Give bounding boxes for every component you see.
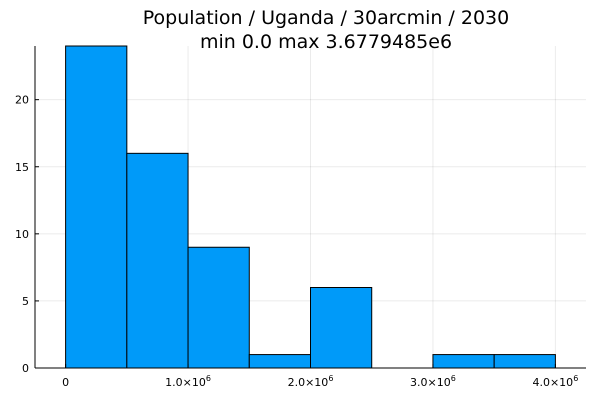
histogram-bar-0 <box>65 45 128 369</box>
x-tick-label-1: 1.0×106 <box>165 374 211 389</box>
x-tick-label-2: 2.0×106 <box>288 374 334 389</box>
y-tick-label-2: 10 <box>15 228 29 241</box>
histogram-bar-6 <box>432 354 495 369</box>
histogram-bar-1 <box>126 152 189 369</box>
x-tick-exponent-2: 6 <box>328 374 333 383</box>
y-tick-label-3: 15 <box>15 161 29 174</box>
histogram-bar-2 <box>187 246 250 369</box>
tick-labels: 0 1.0×106 2.0×106 3.0×106 4.0×106 0 5 10 15 20 <box>15 94 578 389</box>
x-tick-exponent-3: 6 <box>451 374 456 383</box>
x-tick-label-4: 4.0×106 <box>532 374 578 389</box>
histogram-bar-4 <box>310 287 373 369</box>
x-tick-label-0: 0 <box>62 376 69 389</box>
axes <box>34 46 586 369</box>
y-tick-label-4: 20 <box>15 94 29 107</box>
histogram-bar-7 <box>493 354 556 369</box>
chart-subtitle: min 0.0 max 3.6779485e6 <box>200 31 452 53</box>
x-tick-exponent-1: 6 <box>206 374 211 383</box>
y-tick-label-1: 5 <box>22 295 29 308</box>
chart-title: Population / Uganda / 30arcmin / 2030 <box>143 7 509 29</box>
x-tick-exponent-4: 6 <box>573 374 578 383</box>
histogram-bar-3 <box>248 354 311 369</box>
y-tick-label-0: 0 <box>22 362 29 375</box>
x-tick-label-3: 3.0×106 <box>410 374 456 389</box>
